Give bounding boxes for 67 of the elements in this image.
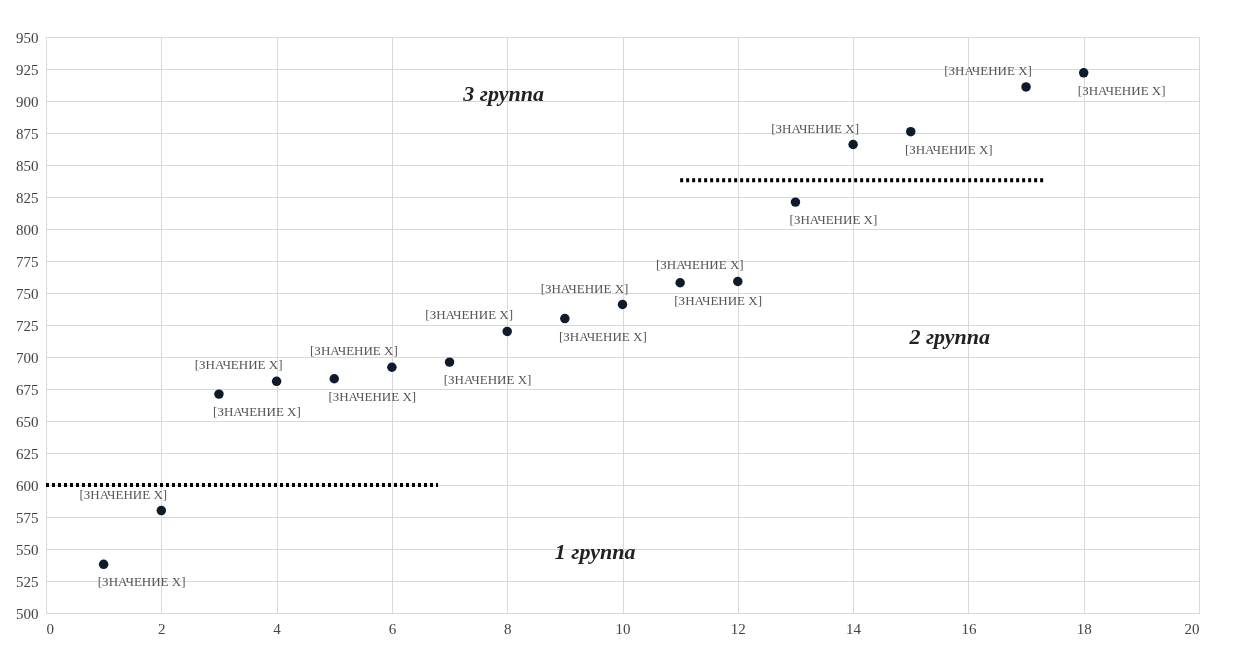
y-tick-label: 650 xyxy=(16,413,39,430)
point xyxy=(329,374,339,384)
y-tick-label: 625 xyxy=(16,445,39,462)
x-tick-label: 12 xyxy=(730,620,746,637)
annotation: 2 группа xyxy=(908,323,991,349)
x-tick-label: 6 xyxy=(388,620,397,637)
y-tick-label: 825 xyxy=(16,189,39,206)
point xyxy=(733,276,743,287)
y-tick-label: 775 xyxy=(16,253,39,270)
data-label: [ЗНАЧЕНИЕ X] xyxy=(97,574,186,590)
data-label: [ЗНАЧЕНИЕ X] xyxy=(213,404,301,420)
data-label: [ЗНАЧЕНИЕ X] xyxy=(540,280,629,296)
y-tick-label: 850 xyxy=(16,157,39,174)
data-label: [ЗНАЧЕНИЕ X] xyxy=(558,328,647,344)
point xyxy=(98,559,109,570)
y-tick-label: 800 xyxy=(16,221,39,238)
y-tick-label: 575 xyxy=(16,509,39,526)
data-label: [ЗНАЧЕНИЕ X] xyxy=(310,343,398,359)
data-label: [ЗНАЧЕНИЕ X] xyxy=(904,141,993,157)
x-tick-label: 18 xyxy=(1076,620,1092,637)
data-label: [ЗНАЧЕНИЕ X] xyxy=(328,388,417,404)
y-tick-label: 925 xyxy=(16,61,39,78)
x-tick-label: 16 xyxy=(961,620,977,637)
point xyxy=(502,326,512,337)
point xyxy=(906,126,916,137)
x-tick-label: 2 xyxy=(158,620,166,637)
data-label: [ЗНАЧЕНИЕ X] xyxy=(79,486,168,502)
data-label: [ЗНАЧЕНИЕ X] xyxy=(944,62,1032,78)
data-label: [ЗНАЧЕНИЕ X] xyxy=(425,307,514,323)
data-label: [ЗНАЧЕНИЕ X] xyxy=(443,372,532,388)
y-tick-label: 525 xyxy=(16,573,39,590)
x-tick-label: 20 xyxy=(1184,620,1200,637)
data-label: [ЗНАЧЕНИЕ X] xyxy=(194,357,283,373)
point xyxy=(848,139,858,150)
x-tick-label: 14 xyxy=(846,620,862,637)
y-tick-label: 500 xyxy=(16,605,39,622)
data-label: [ЗНАЧЕНИЕ X] xyxy=(674,292,763,308)
point xyxy=(617,299,628,310)
point xyxy=(444,357,455,367)
y-tick-label: 600 xyxy=(16,477,39,494)
data-label: [ЗНАЧЕНИЕ X] xyxy=(789,212,878,228)
y-tick-label: 750 xyxy=(16,285,39,302)
y-tick-label: 700 xyxy=(16,349,39,366)
point xyxy=(214,389,224,399)
data-label: [ЗНАЧЕНИЕ X] xyxy=(1077,82,1166,98)
data-label: [ЗНАЧЕНИЕ X] xyxy=(771,120,859,136)
point xyxy=(387,362,397,372)
point xyxy=(1021,82,1031,92)
annotation: 3 группа xyxy=(462,80,544,106)
data-label: [ЗНАЧЕНИЕ X] xyxy=(655,257,744,273)
point xyxy=(790,197,801,207)
point xyxy=(271,376,282,387)
y-tick-label: 950 xyxy=(16,29,39,46)
x-tick-label: 0 xyxy=(46,620,54,637)
y-tick-label: 550 xyxy=(16,541,39,558)
y-tick-label: 675 xyxy=(16,381,39,398)
point xyxy=(675,278,685,288)
y-tick-label: 900 xyxy=(16,93,39,110)
point xyxy=(560,313,570,324)
x-tick-label: 8 xyxy=(503,620,512,637)
y-tick-label: 725 xyxy=(16,317,39,334)
annotation: 1 группа xyxy=(554,539,636,565)
point xyxy=(156,505,167,516)
x-tick-label: 10 xyxy=(615,620,631,637)
x-tick-label: 4 xyxy=(273,620,282,637)
y-tick-label: 875 xyxy=(16,125,39,142)
point xyxy=(1078,68,1089,78)
